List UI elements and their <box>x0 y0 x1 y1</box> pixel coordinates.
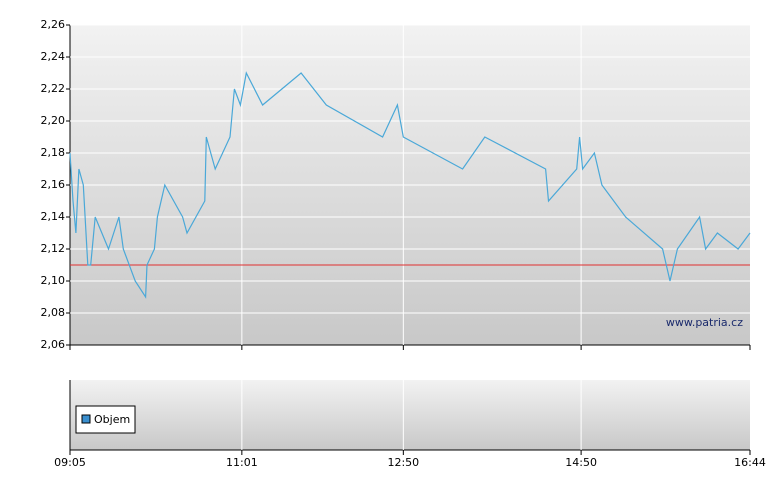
y-tick-label: 2,16 <box>41 178 66 191</box>
price-line <box>69 71 751 299</box>
y-tick-label: 2,22 <box>41 82 66 95</box>
x-tick-label: 09:05 <box>54 456 86 469</box>
y-tick-label: 2,10 <box>41 274 66 287</box>
y-tick-label: 2,14 <box>41 210 66 223</box>
legend-box <box>75 405 136 434</box>
watermark: www.patria.cz <box>666 316 743 329</box>
x-tick-label: 14:50 <box>565 456 597 469</box>
y-tick-label: 2,12 <box>41 242 66 255</box>
x-tick-label: 12:50 <box>387 456 419 469</box>
y-tick-label: 2,08 <box>41 306 66 319</box>
y-tick-label: 2,24 <box>41 50 66 63</box>
legend-swatch <box>81 414 91 424</box>
y-tick-label: 2,06 <box>41 338 66 351</box>
y-tick-label: 2,20 <box>41 114 66 127</box>
y-tick-label: 2,18 <box>41 146 66 159</box>
volume-area <box>70 380 750 450</box>
legend-label: Objem <box>94 413 130 426</box>
y-tick-label: 2,26 <box>41 18 66 31</box>
x-tick-label: 16:44 <box>734 456 766 469</box>
x-tick-label: 11:01 <box>226 456 258 469</box>
